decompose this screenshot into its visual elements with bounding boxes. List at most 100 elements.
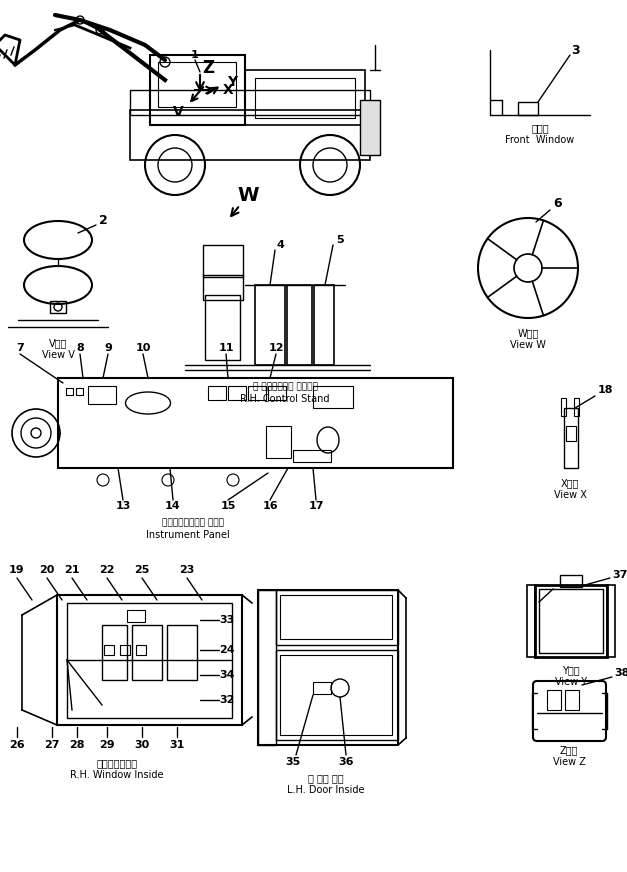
Bar bbox=[132, 625, 162, 680]
Bar bbox=[313, 386, 353, 408]
Text: View Y: View Y bbox=[555, 677, 587, 687]
Bar bbox=[268, 386, 286, 400]
Bar bbox=[566, 426, 576, 441]
Bar bbox=[130, 110, 370, 160]
Text: R.H. Control Stand: R.H. Control Stand bbox=[240, 394, 330, 404]
Text: V: V bbox=[172, 105, 183, 119]
Text: W　視: W 視 bbox=[517, 328, 539, 338]
Text: X: X bbox=[223, 83, 233, 97]
Bar bbox=[539, 589, 603, 653]
Text: 8: 8 bbox=[76, 343, 84, 353]
Bar bbox=[248, 386, 266, 400]
Bar bbox=[88, 386, 116, 404]
Text: X　視: X 視 bbox=[561, 478, 579, 488]
Text: 13: 13 bbox=[115, 501, 130, 511]
Text: 35: 35 bbox=[285, 757, 300, 767]
Bar bbox=[130, 90, 370, 115]
Bar bbox=[287, 285, 312, 365]
Bar bbox=[150, 55, 245, 125]
Bar bbox=[527, 585, 535, 657]
Bar bbox=[561, 398, 566, 416]
Text: インスツルメント パネル: インスツルメント パネル bbox=[162, 519, 224, 528]
Text: 32: 32 bbox=[219, 695, 234, 705]
Text: 22: 22 bbox=[99, 565, 115, 575]
Text: 2: 2 bbox=[98, 214, 107, 227]
Text: V　視: V 視 bbox=[49, 338, 67, 348]
Text: 25: 25 bbox=[134, 565, 150, 575]
Text: Y: Y bbox=[227, 75, 237, 89]
Text: 前　窓: 前 窓 bbox=[531, 123, 549, 133]
Bar bbox=[258, 590, 276, 745]
Bar bbox=[258, 590, 398, 745]
Text: 3: 3 bbox=[571, 44, 579, 57]
Bar bbox=[67, 603, 232, 718]
Text: W: W bbox=[237, 186, 259, 205]
Text: Instrument Panel: Instrument Panel bbox=[146, 530, 230, 540]
Text: 21: 21 bbox=[64, 565, 80, 575]
Bar bbox=[266, 426, 291, 458]
Text: Front  Window: Front Window bbox=[505, 135, 574, 145]
Bar bbox=[158, 62, 236, 107]
Bar bbox=[547, 690, 561, 710]
Bar bbox=[58, 378, 453, 468]
Text: 31: 31 bbox=[169, 740, 185, 750]
Bar bbox=[565, 690, 579, 710]
Text: 16: 16 bbox=[262, 501, 278, 511]
Text: 7: 7 bbox=[16, 343, 24, 353]
Text: 30: 30 bbox=[134, 740, 150, 750]
Bar bbox=[136, 645, 146, 655]
Text: 19: 19 bbox=[9, 565, 25, 575]
Text: 9: 9 bbox=[104, 343, 112, 353]
Text: 6: 6 bbox=[554, 196, 562, 209]
Text: 11: 11 bbox=[218, 343, 234, 353]
Text: 15: 15 bbox=[220, 501, 236, 511]
Text: 29: 29 bbox=[99, 740, 115, 750]
Bar bbox=[120, 645, 130, 655]
Text: R.H. Window Inside: R.H. Window Inside bbox=[70, 770, 164, 780]
Bar bbox=[203, 275, 243, 300]
Text: 4: 4 bbox=[276, 240, 284, 250]
Bar bbox=[76, 388, 83, 395]
Text: 23: 23 bbox=[179, 565, 195, 575]
Text: 17: 17 bbox=[308, 501, 324, 511]
Text: 26: 26 bbox=[9, 740, 25, 750]
Text: 5: 5 bbox=[336, 235, 344, 245]
Text: View Z: View Z bbox=[552, 757, 586, 767]
Text: View V: View V bbox=[41, 350, 75, 360]
Bar bbox=[57, 595, 242, 725]
Bar bbox=[228, 386, 246, 400]
Text: View X: View X bbox=[554, 490, 586, 500]
Bar bbox=[360, 100, 380, 155]
Bar bbox=[313, 682, 331, 694]
Text: 12: 12 bbox=[268, 343, 284, 353]
Text: 24: 24 bbox=[219, 645, 235, 655]
Bar bbox=[564, 408, 578, 468]
Bar bbox=[518, 102, 538, 115]
Bar bbox=[104, 645, 114, 655]
Text: 38: 38 bbox=[614, 668, 627, 678]
Text: 33: 33 bbox=[219, 615, 234, 625]
Bar bbox=[574, 398, 579, 416]
Text: 右　窓　内　側: 右 窓 内 側 bbox=[97, 758, 137, 768]
Text: 27: 27 bbox=[45, 740, 60, 750]
Text: 左 ドア 内側: 左 ドア 内側 bbox=[308, 773, 344, 783]
Bar bbox=[314, 285, 334, 365]
Bar bbox=[560, 575, 582, 587]
Bar bbox=[280, 595, 392, 639]
Text: 20: 20 bbox=[40, 565, 55, 575]
Bar bbox=[245, 70, 365, 125]
Bar bbox=[66, 388, 73, 395]
Bar bbox=[255, 78, 355, 118]
Bar bbox=[255, 285, 285, 365]
Text: Z: Z bbox=[202, 59, 214, 77]
Bar bbox=[205, 295, 240, 360]
Text: 18: 18 bbox=[598, 385, 613, 395]
Bar bbox=[208, 386, 226, 400]
Bar bbox=[607, 585, 615, 657]
Bar bbox=[535, 585, 607, 657]
Text: 右 コントロール スタンド: 右 コントロール スタンド bbox=[253, 383, 317, 392]
Text: 1: 1 bbox=[191, 50, 199, 60]
Text: 14: 14 bbox=[165, 501, 181, 511]
Text: 37: 37 bbox=[613, 570, 627, 580]
Bar bbox=[102, 625, 127, 680]
